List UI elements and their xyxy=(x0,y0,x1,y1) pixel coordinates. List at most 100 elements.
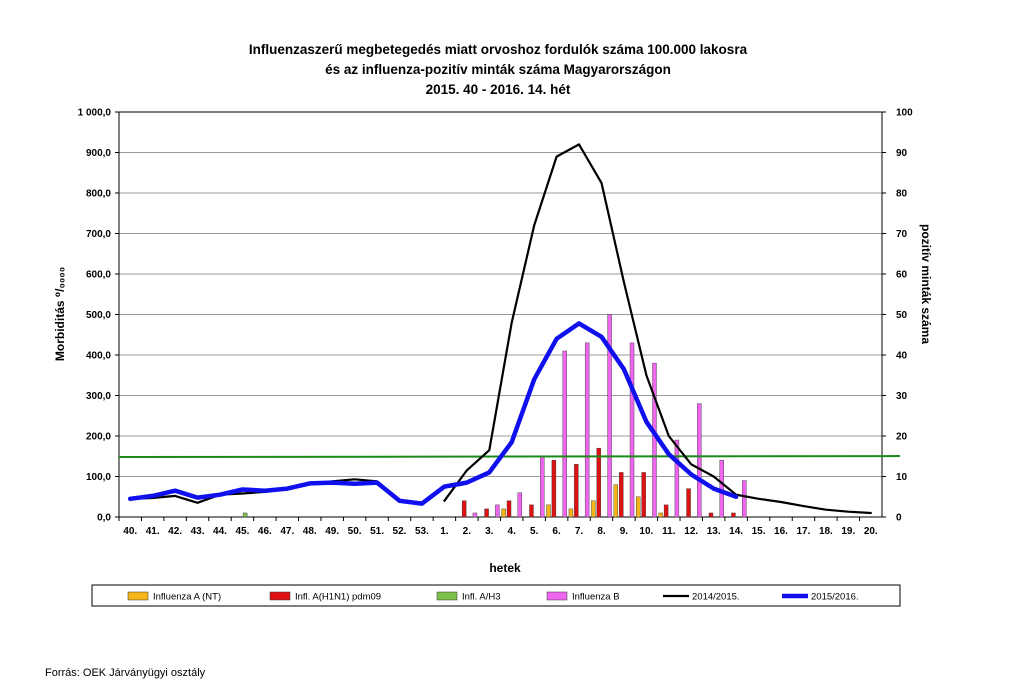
x-tick-label: 14. xyxy=(729,526,743,537)
x-tick-label: 41. xyxy=(146,526,160,537)
y2-tick-label: 100 xyxy=(896,108,913,119)
legend-swatch xyxy=(269,591,291,601)
bar xyxy=(629,342,635,518)
x-tick-label: 13. xyxy=(707,526,721,537)
legend: Influenza A (NT) Infl. A(H1N1) pdm09 Infl.… xyxy=(127,591,859,603)
y2-tick-label: 10 xyxy=(896,472,908,483)
x-tick-label: 4. xyxy=(508,526,517,537)
legend-label: 2015/2016. xyxy=(811,592,859,603)
bar xyxy=(529,504,534,518)
legend-entry: Influenza B xyxy=(546,591,620,603)
bar xyxy=(461,500,467,518)
y-tick-label: 700,0 xyxy=(86,229,111,240)
x-tick-label: 45. xyxy=(235,526,249,537)
bar xyxy=(686,488,691,518)
x-axis-ticks: 40. 41. 42. 43. 44. 45. 46. 47. 48. 49. 50. 51. 52. 5… xyxy=(118,517,878,537)
x-tick-label: 6. xyxy=(552,526,561,537)
legend-entry: 2014/2015. xyxy=(663,592,740,603)
series-line xyxy=(127,321,739,506)
bar xyxy=(663,504,669,518)
lines xyxy=(127,143,872,515)
x-tick-label: 7. xyxy=(575,526,584,537)
bars xyxy=(242,314,747,518)
bar xyxy=(551,460,557,518)
x-tick-label: 3. xyxy=(485,526,494,537)
x-tick-label: 19. xyxy=(841,526,855,537)
y2-tick-label: 30 xyxy=(896,391,908,402)
bar xyxy=(697,403,702,518)
y-tick-label: 200,0 xyxy=(86,432,111,443)
bar xyxy=(501,508,506,518)
bar xyxy=(242,512,248,518)
x-tick-label: 46. xyxy=(258,526,272,537)
legend-swatch xyxy=(546,591,568,601)
y2-tick-label: 20 xyxy=(896,432,908,443)
bar xyxy=(506,500,512,518)
bar xyxy=(574,464,579,518)
x-tick-label: 11. xyxy=(662,526,676,537)
chart-title-line-1: Influenzaszerű megbetegedés miatt orvosh… xyxy=(249,42,748,57)
legend-label: Influenza B xyxy=(572,592,620,603)
bar xyxy=(636,496,641,518)
x-tick-label: 47. xyxy=(280,526,294,537)
y-tick-label: 300,0 xyxy=(86,391,111,402)
bar xyxy=(546,504,551,518)
y-axis-ticks: 0,0 100,0 200,0 300,0 400,0 500,0 600,0 700,0 80… xyxy=(78,108,119,524)
bar xyxy=(495,504,500,518)
y-tick-label: 800,0 xyxy=(86,189,111,200)
threshold-line-path xyxy=(118,455,901,459)
x-tick-label: 1. xyxy=(440,526,449,537)
threshold-line xyxy=(118,455,901,459)
legend-entry: Infl. A/H3 xyxy=(436,592,501,603)
x-tick-label: 40. xyxy=(123,526,137,537)
x-tick-label: 15. xyxy=(752,526,766,537)
legend-label: Infl. A/H3 xyxy=(462,592,501,603)
source-note: Forrás: OEK Járványügyi osztály xyxy=(45,667,206,679)
bar xyxy=(607,314,612,518)
x-tick-label: 50. xyxy=(348,526,362,537)
bar xyxy=(652,362,657,518)
bar xyxy=(641,472,646,518)
x-tick-label: 52. xyxy=(393,526,407,537)
y2-axis-ticks: 0 10 20 30 40 50 60 70 80 90 100 xyxy=(882,108,913,524)
y2-tick-label: 50 xyxy=(896,310,908,321)
y-tick-label: 500,0 xyxy=(86,310,111,321)
y-tick-label: 400,0 xyxy=(86,351,111,362)
x-tick-label: 8. xyxy=(597,526,606,537)
bar xyxy=(568,508,574,518)
bar xyxy=(596,447,601,518)
bar xyxy=(613,484,619,518)
y2-tick-label: 70 xyxy=(896,229,908,240)
x-tick-label: 5. xyxy=(530,526,539,537)
y2-tick-label: 0 xyxy=(896,513,902,524)
bar xyxy=(731,512,736,518)
legend-label: Influenza A (NT) xyxy=(153,592,221,603)
bar xyxy=(484,508,489,518)
y2-tick-label: 80 xyxy=(896,189,908,200)
bar xyxy=(472,512,478,518)
x-tick-label: 20. xyxy=(864,526,878,537)
x-tick-label: 42. xyxy=(168,526,182,537)
bar xyxy=(517,492,523,518)
chart-title-line-3: 2015. 40 - 2016. 14. hét xyxy=(426,82,571,97)
chart-title-line-2: és az influenza-pozitív minták száma Mag… xyxy=(325,62,671,77)
legend-swatch xyxy=(127,591,149,601)
bar xyxy=(540,456,545,518)
legend-entry: Influenza A (NT) xyxy=(127,591,221,603)
x-axis-label: hetek xyxy=(489,561,521,575)
bar xyxy=(674,439,680,518)
x-tick-label: 9. xyxy=(620,526,629,537)
y2-tick-label: 40 xyxy=(896,351,908,362)
y-tick-label: 100,0 xyxy=(86,472,111,483)
legend-label: 2014/2015. xyxy=(692,592,740,603)
x-tick-label: 2. xyxy=(463,526,472,537)
legend-label: Infl. A(H1N1) pdm09 xyxy=(295,592,381,603)
y2-tick-label: 90 xyxy=(896,148,908,159)
x-tick-label: 48. xyxy=(303,526,317,537)
x-tick-label: 44. xyxy=(213,526,227,537)
bar xyxy=(591,500,596,518)
x-tick-label: 18. xyxy=(819,526,833,537)
y2-tick-label: 60 xyxy=(896,270,908,281)
legend-box xyxy=(91,584,901,607)
